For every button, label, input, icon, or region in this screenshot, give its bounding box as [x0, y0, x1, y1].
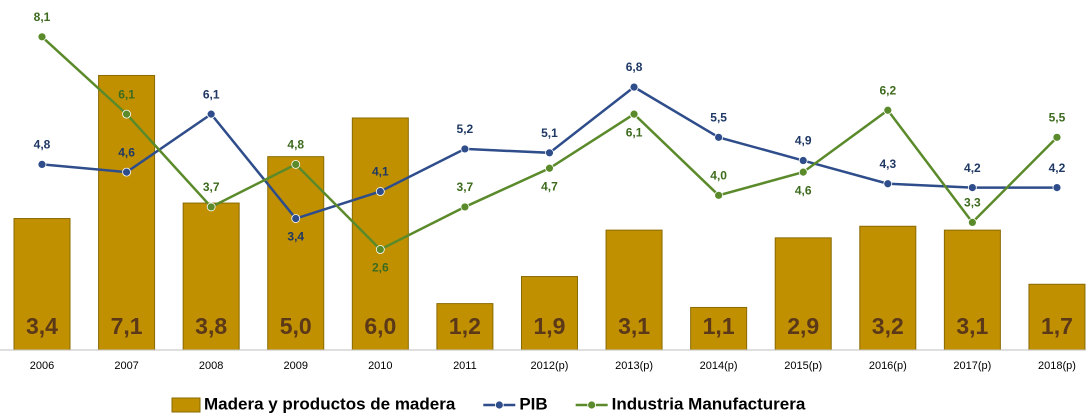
bar	[98, 74, 156, 351]
marker	[122, 167, 131, 177]
bar-value-label: 1,1	[703, 313, 735, 339]
marker	[545, 148, 554, 158]
point-value-label: 4,3	[879, 157, 896, 171]
x-tick-label: 2014(p)	[700, 360, 738, 372]
marker	[798, 167, 808, 177]
x-tick-label: 2006	[30, 360, 54, 372]
legend-swatch	[494, 400, 504, 410]
bar-value-label: 3,1	[956, 313, 988, 339]
point-value-label: 5,2	[457, 122, 474, 136]
marker	[1052, 132, 1062, 142]
legend-label: Industria Manufacturera	[612, 394, 806, 413]
marker	[37, 32, 47, 42]
x-tick-label: 2008	[199, 360, 223, 372]
legend-swatch	[587, 400, 597, 410]
point-value-label: 4,9	[795, 134, 812, 148]
marker	[714, 190, 724, 200]
point-value-label: 4,6	[795, 183, 812, 197]
x-tick-label: 2018(p)	[1038, 360, 1076, 372]
point-value-label: 4,8	[287, 138, 304, 152]
bar	[605, 229, 663, 351]
point-value-label: 3,3	[964, 196, 981, 210]
x-tick-label: 2015(p)	[784, 360, 822, 372]
bar	[943, 229, 1001, 351]
marker	[1052, 183, 1062, 193]
point-value-label: 6,2	[879, 83, 896, 97]
bar-value-label: 3,1	[618, 313, 650, 339]
bar	[774, 237, 832, 351]
x-tick-label: 2009	[283, 360, 307, 372]
marker	[460, 202, 470, 212]
legend-label: Madera y productos de madera	[204, 394, 456, 413]
bar	[436, 303, 494, 351]
x-tick-label: 2012(p)	[531, 360, 569, 372]
bar-value-label: 2,9	[787, 313, 819, 339]
point-value-label: 4,1	[372, 165, 389, 179]
marker	[206, 202, 216, 212]
point-value-label: 5,5	[1049, 111, 1066, 125]
point-value-label: 4,2	[964, 161, 981, 175]
bar-value-label: 6,0	[364, 313, 396, 339]
point-value-label: 4,0	[710, 169, 727, 183]
point-value-label: 6,1	[203, 87, 220, 101]
marker	[629, 82, 639, 92]
legend-swatch	[171, 397, 201, 413]
point-value-label: 3,4	[287, 230, 304, 244]
bar	[859, 225, 917, 351]
x-tick-label: 2013(p)	[615, 360, 653, 372]
marker	[291, 214, 301, 223]
point-value-label: 6,1	[118, 87, 135, 101]
marker	[967, 217, 977, 227]
bar-value-label: 7,1	[111, 313, 143, 339]
marker	[545, 163, 554, 173]
marker	[460, 144, 470, 154]
marker	[375, 245, 385, 254]
bar-value-label: 5,0	[280, 313, 312, 339]
marker	[206, 109, 216, 119]
x-tick-label: 2007	[114, 360, 138, 372]
point-value-label: 8,1	[34, 10, 51, 24]
bar-value-label: 1,9	[533, 313, 565, 339]
x-tick-label: 2011	[453, 360, 477, 372]
point-value-label: 6,8	[626, 60, 643, 74]
marker	[883, 179, 893, 189]
point-value-label: 4,7	[541, 179, 558, 193]
bar-value-label: 3,4	[26, 313, 58, 339]
legend-label: PIB	[519, 394, 547, 413]
marker	[714, 132, 724, 142]
point-value-label: 3,7	[457, 180, 474, 194]
marker	[798, 156, 808, 165]
marker	[291, 159, 301, 169]
point-value-label: 3,7	[203, 180, 220, 194]
bar-value-label: 3,8	[195, 313, 227, 339]
marker	[375, 187, 385, 196]
marker	[967, 183, 977, 193]
x-tick-label: 2010	[368, 360, 392, 372]
marker	[883, 105, 893, 115]
x-tick-label: 2016(p)	[869, 360, 907, 372]
bar	[267, 156, 325, 351]
bar-value-label: 1,7	[1041, 313, 1073, 339]
point-value-label: 4,2	[1049, 161, 1066, 175]
point-value-label: 2,6	[372, 261, 389, 275]
bar	[351, 117, 409, 351]
point-value-label: 4,6	[118, 145, 135, 159]
point-value-label: 6,1	[626, 125, 643, 139]
point-value-label: 4,8	[34, 138, 51, 152]
marker	[122, 109, 131, 119]
bar	[13, 218, 71, 351]
marker	[629, 109, 639, 119]
point-value-label: 5,5	[710, 111, 727, 125]
x-tick-label: 2017(p)	[953, 360, 991, 372]
point-value-label: 5,1	[541, 126, 558, 140]
marker	[37, 159, 47, 169]
bar-value-label: 3,2	[872, 313, 904, 339]
bar-value-label: 1,2	[449, 313, 481, 339]
